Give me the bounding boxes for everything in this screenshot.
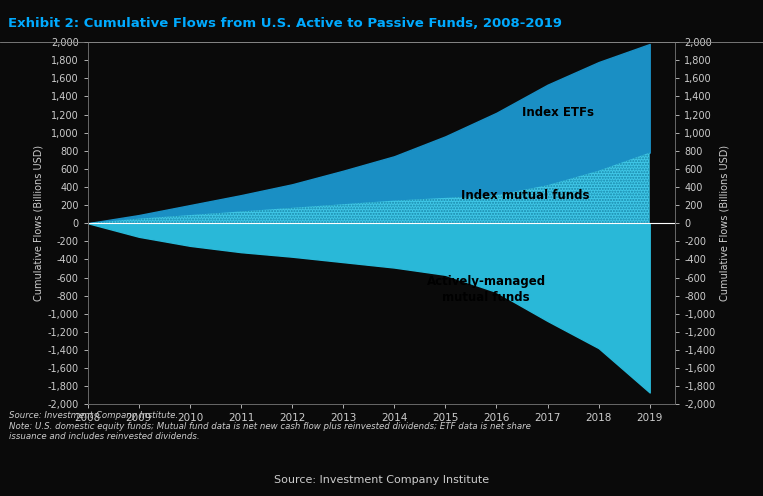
Text: Index mutual funds: Index mutual funds	[461, 188, 589, 202]
Text: Source: Investment Company Institute: Source: Investment Company Institute	[274, 475, 489, 485]
Y-axis label: Cumulative Flows (Billions USD): Cumulative Flows (Billions USD)	[34, 145, 43, 301]
Y-axis label: Cumulative Flows (Billions USD): Cumulative Flows (Billions USD)	[720, 145, 729, 301]
Text: Source: Investment Company Institute.
Note: U.S. domestic equity funds; Mutual f: Source: Investment Company Institute. No…	[9, 411, 531, 441]
Text: Actively-managed
mutual funds: Actively-managed mutual funds	[427, 275, 546, 304]
Text: Index ETFs: Index ETFs	[522, 106, 594, 119]
Text: Exhibit 2: Cumulative Flows from U.S. Active to Passive Funds, 2008-2019: Exhibit 2: Cumulative Flows from U.S. Ac…	[8, 17, 562, 30]
